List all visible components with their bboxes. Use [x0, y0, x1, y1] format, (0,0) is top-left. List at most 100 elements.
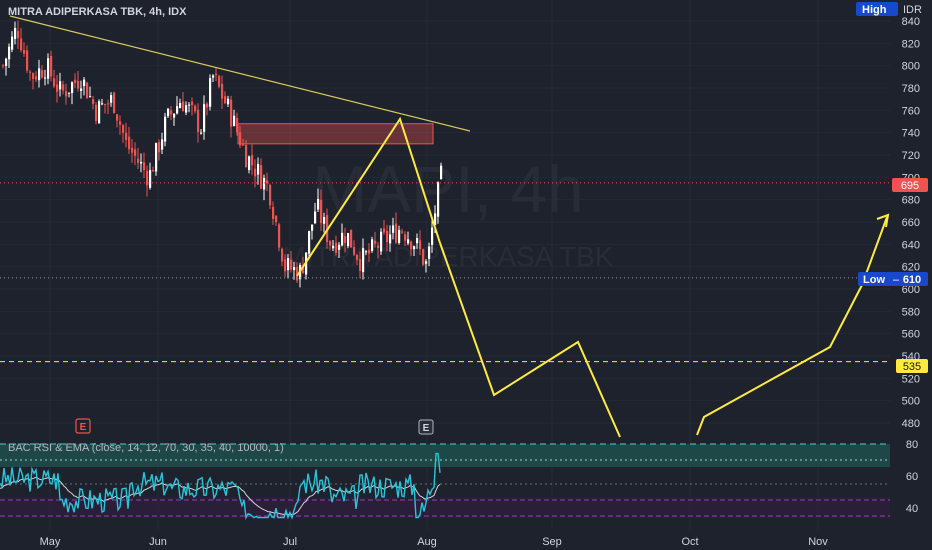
candle-body — [29, 71, 32, 73]
candle-body — [38, 68, 41, 81]
candle-body — [149, 170, 152, 188]
candle-body — [302, 265, 305, 274]
high-badge-label: High — [862, 4, 887, 16]
low-badge-dash: – — [893, 274, 900, 286]
candle-body — [359, 259, 362, 271]
projection-path-2 — [696, 284, 863, 436]
time-tick-label: Aug — [417, 536, 437, 548]
candle-body — [242, 144, 245, 146]
price-tick-label: 520 — [902, 373, 920, 385]
candle-body — [296, 267, 299, 281]
candle-body — [440, 165, 443, 180]
candle-body — [77, 80, 80, 89]
time-tick-label: Oct — [681, 536, 698, 548]
candle-body — [317, 199, 320, 210]
candle-body — [383, 228, 386, 233]
price-tick-label: 620 — [902, 262, 920, 274]
candle-body — [377, 245, 380, 249]
candle-body — [65, 91, 68, 97]
candle-body — [2, 65, 5, 67]
low-badge-label: Low — [863, 274, 885, 286]
candle-body — [95, 104, 98, 122]
candle-body — [71, 82, 74, 94]
candle-body — [179, 102, 182, 109]
candle-body — [212, 75, 215, 78]
candle-body — [140, 161, 143, 164]
projection-path-1 — [439, 242, 621, 438]
candle-body — [98, 101, 101, 124]
support-value: 535 — [903, 361, 921, 373]
candle-body — [365, 251, 368, 253]
candle-body — [314, 211, 317, 224]
grid-lines — [0, 0, 890, 530]
candle-body — [233, 115, 236, 126]
watermark-symbol: MAPI, 4h — [312, 152, 583, 226]
candle-body — [167, 108, 170, 117]
candle-body — [86, 82, 89, 99]
candle-body — [146, 170, 149, 186]
candle-body — [353, 247, 356, 255]
candle-body — [230, 99, 233, 127]
last-price-value: 695 — [901, 180, 919, 192]
candle-body — [170, 110, 173, 115]
candle-body — [5, 58, 8, 66]
candle-body — [245, 145, 248, 168]
price-tick-label: 780 — [902, 83, 920, 95]
candle-body — [368, 249, 371, 254]
candle-body — [89, 96, 92, 98]
candle-body — [206, 103, 209, 108]
price-tick-label: 800 — [902, 61, 920, 73]
last-price-badge: 695 — [892, 178, 928, 192]
candle-body — [254, 168, 257, 177]
candlestick-series — [2, 20, 443, 288]
candle-body — [41, 70, 44, 78]
time-tick-label: Sep — [542, 536, 562, 548]
candle-body — [413, 246, 416, 250]
candle-body — [293, 266, 296, 271]
candle-body — [215, 73, 218, 76]
candle-body — [32, 73, 35, 79]
candle-body — [236, 118, 239, 133]
time-axis[interactable]: May Jun Jul Aug Sep Oct Nov — [40, 536, 829, 548]
candle-body — [341, 232, 344, 246]
candle-body — [122, 125, 125, 133]
price-axis[interactable]: 8408208007807607407207006806606406206005… — [902, 16, 920, 430]
candle-body — [278, 224, 281, 248]
candle-body — [110, 95, 113, 103]
candle-body — [23, 49, 26, 54]
candle-body — [194, 105, 197, 112]
candle-body — [410, 241, 413, 250]
candle-body — [176, 106, 179, 114]
candle-body — [311, 224, 314, 231]
indicator-title[interactable]: BAC RSI & EMA (close, 14, 12, 70, 30, 35… — [8, 442, 284, 454]
candle-body — [260, 165, 263, 189]
candle-body — [50, 55, 53, 77]
event-marker-2[interactable]: E — [418, 419, 434, 435]
candle-body — [209, 78, 212, 107]
candle-body — [374, 240, 377, 244]
candle-body — [422, 249, 425, 265]
price-tick-label: 580 — [902, 306, 920, 318]
price-tick-label: 660 — [902, 217, 920, 229]
candle-body — [137, 158, 140, 163]
candle-body — [329, 241, 332, 246]
candle-body — [92, 99, 95, 104]
candle-body — [218, 75, 221, 87]
price-tick-label: 680 — [902, 195, 920, 207]
event-marker-1[interactable]: E — [75, 418, 91, 434]
candle-body — [161, 139, 164, 150]
candle-body — [125, 132, 128, 140]
rsi-oversold-zone — [0, 497, 890, 518]
low-badge-value: 610 — [903, 274, 921, 286]
candle-body — [155, 143, 158, 172]
event-marker-1-label: E — [80, 422, 87, 433]
candle-body — [74, 79, 77, 83]
support-badge: 535 — [896, 359, 928, 373]
price-tick-label: 840 — [902, 16, 920, 28]
candle-body — [188, 104, 191, 106]
candle-body — [356, 254, 359, 260]
candle-body — [134, 149, 137, 156]
